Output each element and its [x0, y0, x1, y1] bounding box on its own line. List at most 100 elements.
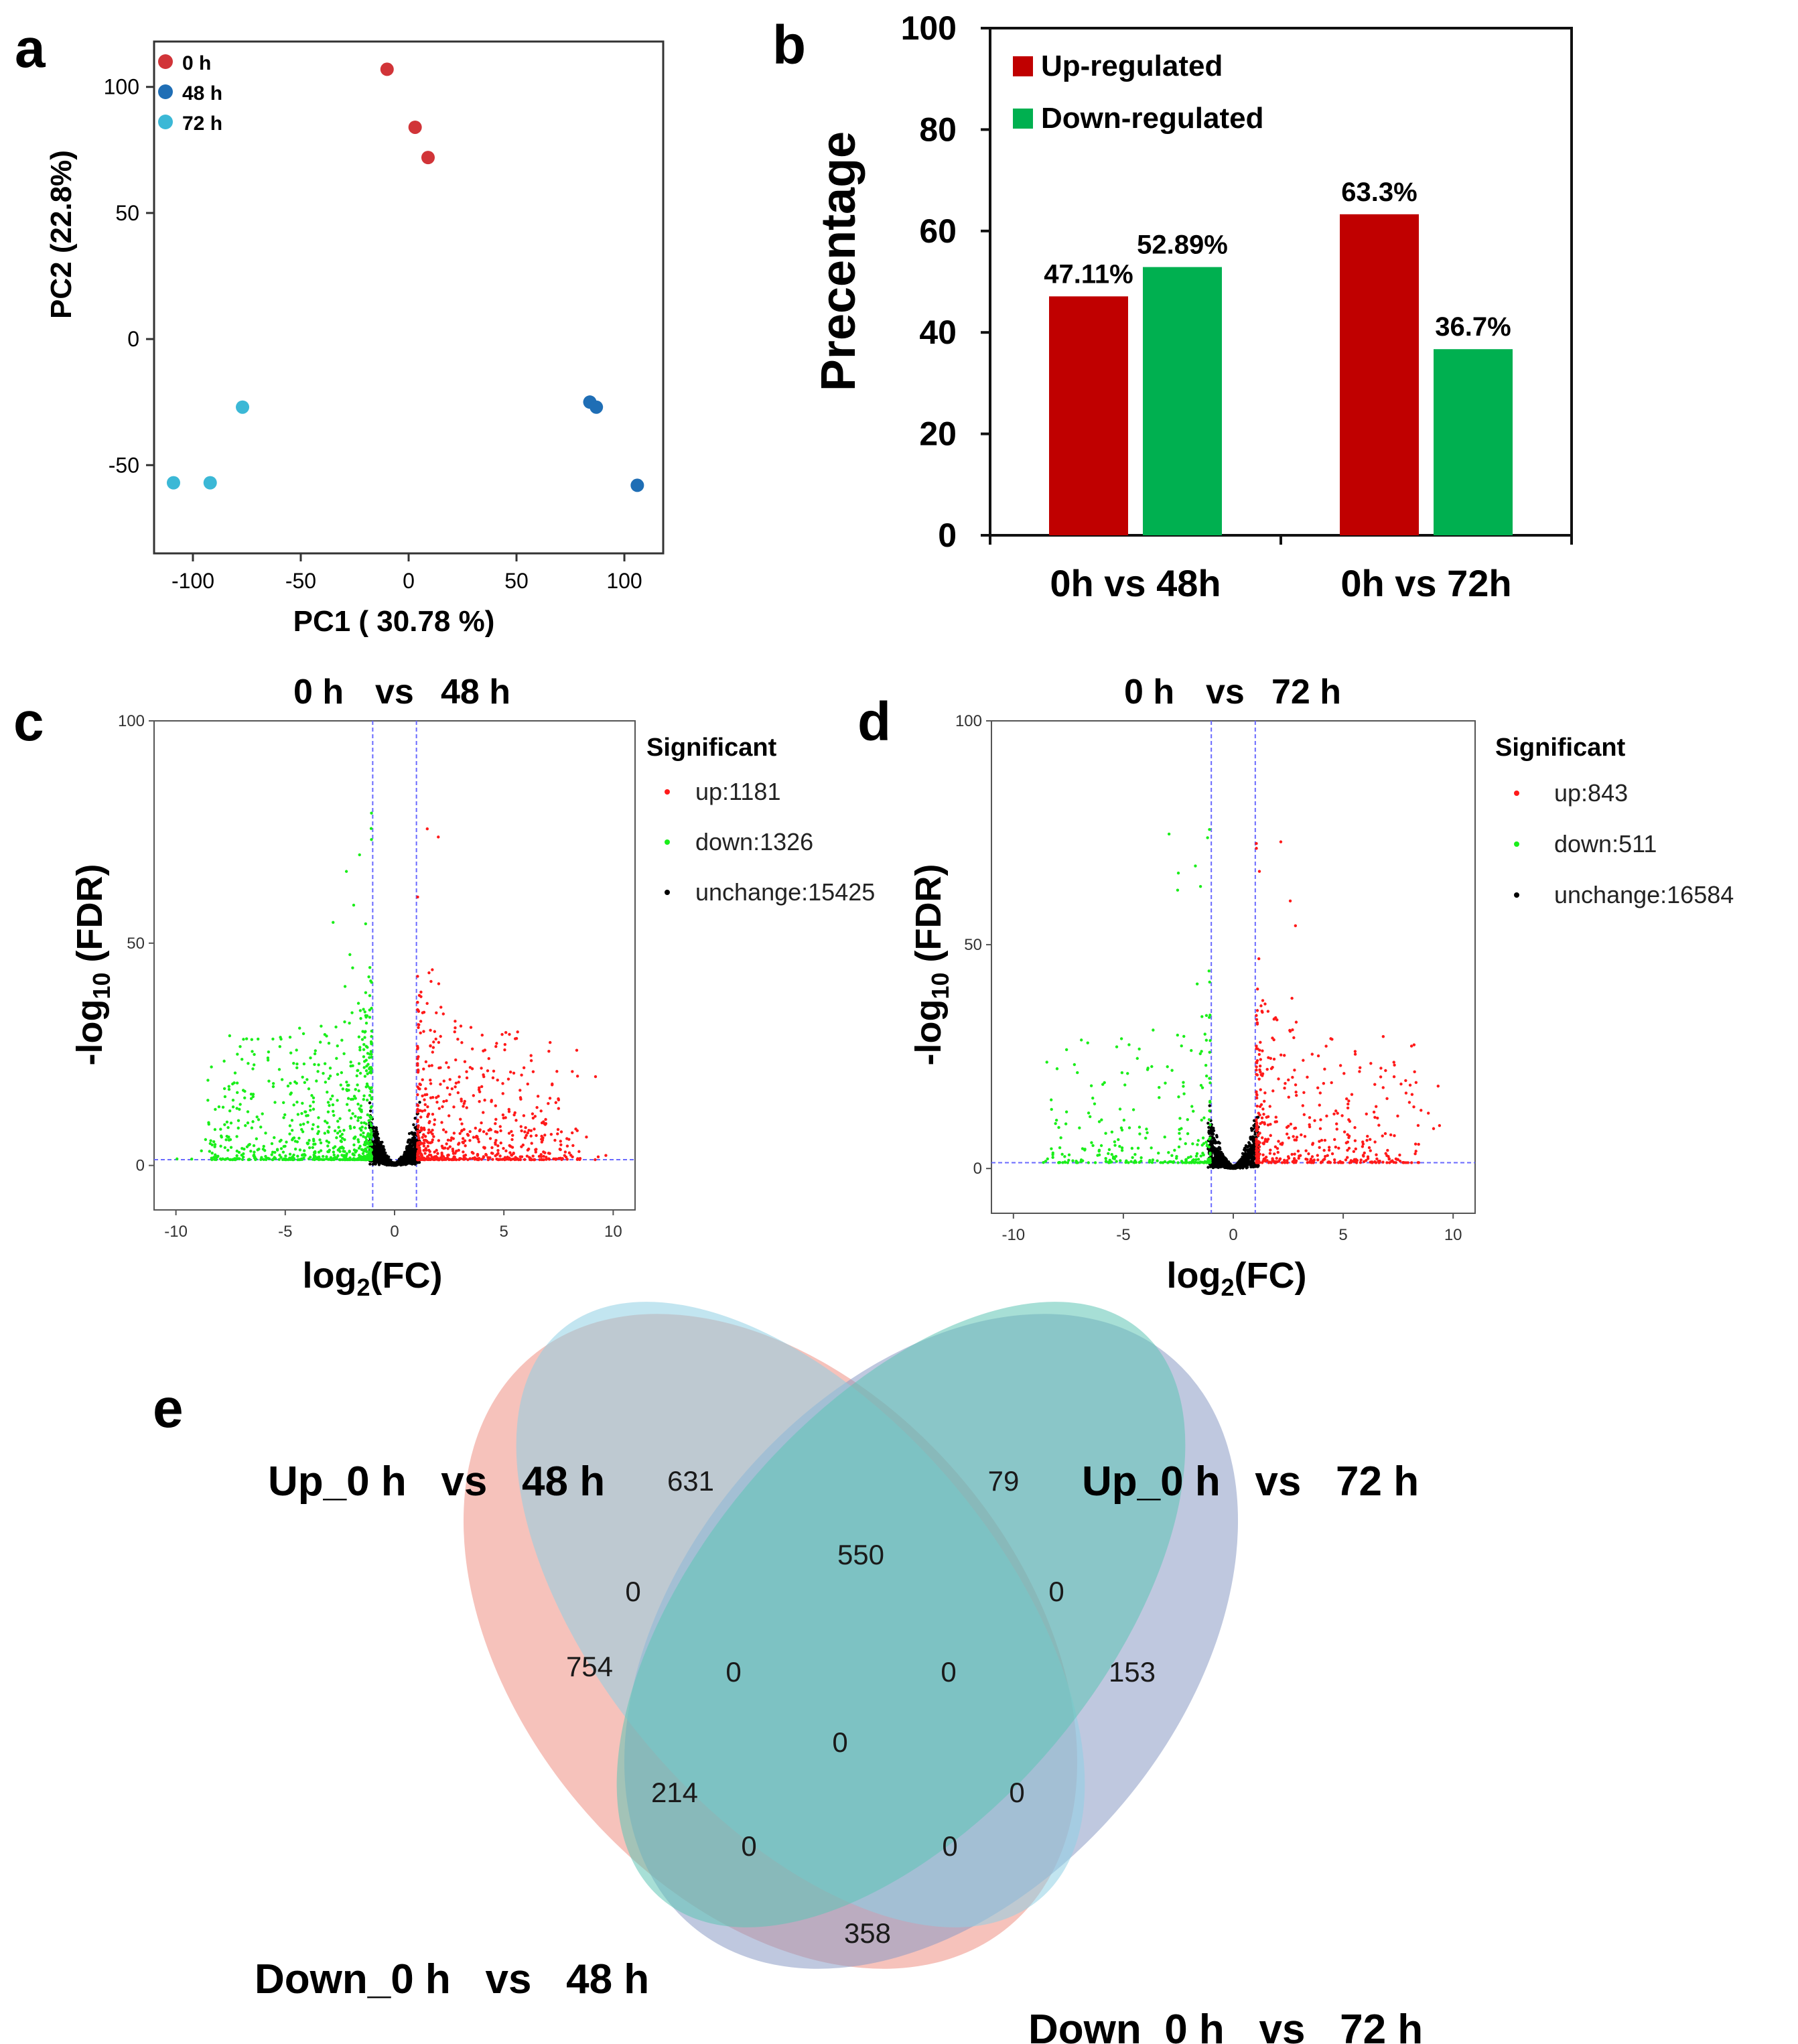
volcano-48h-point-down	[317, 1130, 320, 1134]
volcano-48h-point-up	[417, 1109, 421, 1112]
volcano-48h-point-down	[317, 1116, 320, 1119]
volcano-72h-point-up	[1304, 1157, 1308, 1161]
volcano-72h-point-unchanged	[1252, 1136, 1255, 1139]
volcano-72h-point-down	[1101, 1083, 1105, 1086]
bar-legend-label-down: Down-regulated	[1041, 102, 1263, 135]
volcano-72h-point-down	[1166, 1065, 1169, 1069]
volcano-72h-point-down	[1184, 1161, 1188, 1164]
volcano-72h-point-unchanged	[1221, 1163, 1225, 1167]
volcano-48h-point-down	[338, 1117, 342, 1120]
volcano-72h-point-up	[1256, 987, 1259, 991]
volcano-48h-point-up	[416, 895, 419, 899]
venn-region-up48-up72-down72: 0	[941, 1656, 956, 1688]
volcano-48h-point-up	[417, 1136, 421, 1140]
volcano-72h-point-down	[1170, 1154, 1174, 1158]
volcano-72h-point-up	[1363, 1151, 1366, 1155]
volcano-72h-point-down	[1051, 1156, 1054, 1159]
volcano-48h-point-up	[421, 1011, 425, 1014]
volcano-72h-point-down	[1180, 1127, 1183, 1130]
volcano-48h-point-up	[544, 1121, 548, 1126]
volcano-48h-point-up	[545, 1158, 548, 1161]
volcano-48h-point-down	[362, 1048, 366, 1051]
volcano-72h-point-up	[1255, 847, 1258, 850]
volcano-72h-point-down	[1178, 1132, 1181, 1135]
volcano-72h-point-up	[1320, 1138, 1324, 1142]
volcano-48h-point-up	[427, 1112, 431, 1116]
volcano-48h-point-up	[417, 1026, 420, 1030]
volcano-72h-point-down	[1057, 1161, 1060, 1164]
volcano-72h-point-up	[1351, 1160, 1355, 1163]
volcano-48h-point-up	[468, 1130, 472, 1134]
pca-x-tick-label: -50	[285, 569, 316, 593]
volcano-48h-point-unchanged	[368, 1101, 372, 1105]
volcano-72h-x-tick-label: -5	[1116, 1226, 1130, 1244]
volcano-48h-point-down	[335, 1057, 338, 1061]
volcano-72h-point-up	[1271, 1066, 1274, 1069]
volcano-48h-point-up	[523, 1136, 527, 1140]
volcano-48h-point-up	[487, 1057, 490, 1061]
volcano-48h-legend-down: down:1326	[695, 828, 813, 856]
volcano-72h-point-up	[1410, 1093, 1414, 1096]
volcano-48h-point-up	[439, 1066, 442, 1069]
volcano-48h-point-up	[478, 1099, 481, 1103]
volcano-48h-point-down	[348, 1109, 351, 1112]
volcano-48h-point-down	[228, 1109, 232, 1113]
volcano-48h-point-up	[419, 1126, 423, 1130]
volcano-72h-point-up	[1354, 1158, 1357, 1162]
volcano-72h-point-down	[1122, 1118, 1126, 1122]
volcano-48h-point-down	[332, 1146, 335, 1150]
volcano-72h-point-up	[1347, 1134, 1351, 1138]
volcano-48h-point-up	[422, 1030, 425, 1033]
volcano-72h-point-up	[1323, 1138, 1327, 1142]
volcano-48h-point-up	[473, 1158, 476, 1161]
volcano-72h-point-down	[1156, 1159, 1159, 1162]
volcano-48h-point-up	[514, 1119, 518, 1122]
volcano-72h-point-up	[1271, 1159, 1274, 1162]
volcano-48h-point-up	[547, 1050, 551, 1053]
volcano-72h-point-down	[1200, 1086, 1204, 1089]
volcano-48h-point-down	[271, 1085, 275, 1089]
volcano-48h-point-down	[297, 1136, 301, 1140]
volcano-48h-point-up	[528, 1158, 532, 1162]
volcano-48h-point-down	[300, 1154, 304, 1157]
volcano-48h-point-up	[539, 1153, 543, 1156]
volcano-48h-point-up	[457, 1148, 460, 1152]
volcano-72h-point-up	[1318, 1091, 1322, 1095]
volcano-48h-point-up	[436, 1152, 439, 1155]
volcano-48h-point-up	[529, 1054, 533, 1057]
volcano-72h-point-down	[1201, 1136, 1205, 1140]
volcano-48h-point-up	[429, 979, 433, 983]
volcano-48h-point-up	[507, 1107, 510, 1111]
volcano-48h-point-down	[284, 1154, 287, 1158]
volcano-48h-point-up	[440, 1144, 444, 1148]
volcano-48h-point-unchanged	[411, 1147, 414, 1150]
volcano-72h-point-down	[1075, 1160, 1078, 1163]
volcano-72h-point-down	[1184, 1158, 1188, 1162]
volcano-48h-point-down	[265, 1156, 268, 1160]
volcano-48h-point-down	[236, 1119, 240, 1122]
volcano-72h-point-up	[1335, 1128, 1338, 1131]
volcano-72h-point-up	[1282, 1054, 1286, 1057]
volcano-72h-point-down	[1180, 1044, 1183, 1048]
volcano-72h-point-up	[1393, 1063, 1396, 1067]
volcano-72h-point-down	[1204, 1074, 1208, 1078]
volcano-48h-point-down	[316, 1156, 320, 1159]
volcano-48h-point-down	[319, 1149, 323, 1152]
volcano-48h-point-down	[277, 1158, 281, 1161]
volcano-48h-point-down	[370, 1029, 373, 1033]
volcano-48h-point-down	[290, 1128, 294, 1132]
volcano-48h-point-up	[419, 1115, 423, 1119]
volcano-48h-point-unchanged	[417, 1160, 421, 1164]
pca-x-tick-label: -100	[171, 569, 214, 593]
volcano-48h-point-down	[229, 1146, 233, 1149]
volcano-72h-point-down	[1182, 1034, 1186, 1038]
volcano-48h-point-up	[577, 1150, 581, 1154]
volcano-48h-point-down	[368, 1115, 372, 1118]
volcano-72h-point-up	[1308, 1123, 1311, 1126]
volcano-48h-point-up	[454, 1020, 457, 1023]
volcano-72h-point-down	[1120, 1071, 1124, 1075]
volcano-48h-point-down	[356, 1083, 359, 1087]
volcano-48h-point-up	[449, 1139, 453, 1142]
volcano-72h-point-up	[1355, 1161, 1359, 1164]
